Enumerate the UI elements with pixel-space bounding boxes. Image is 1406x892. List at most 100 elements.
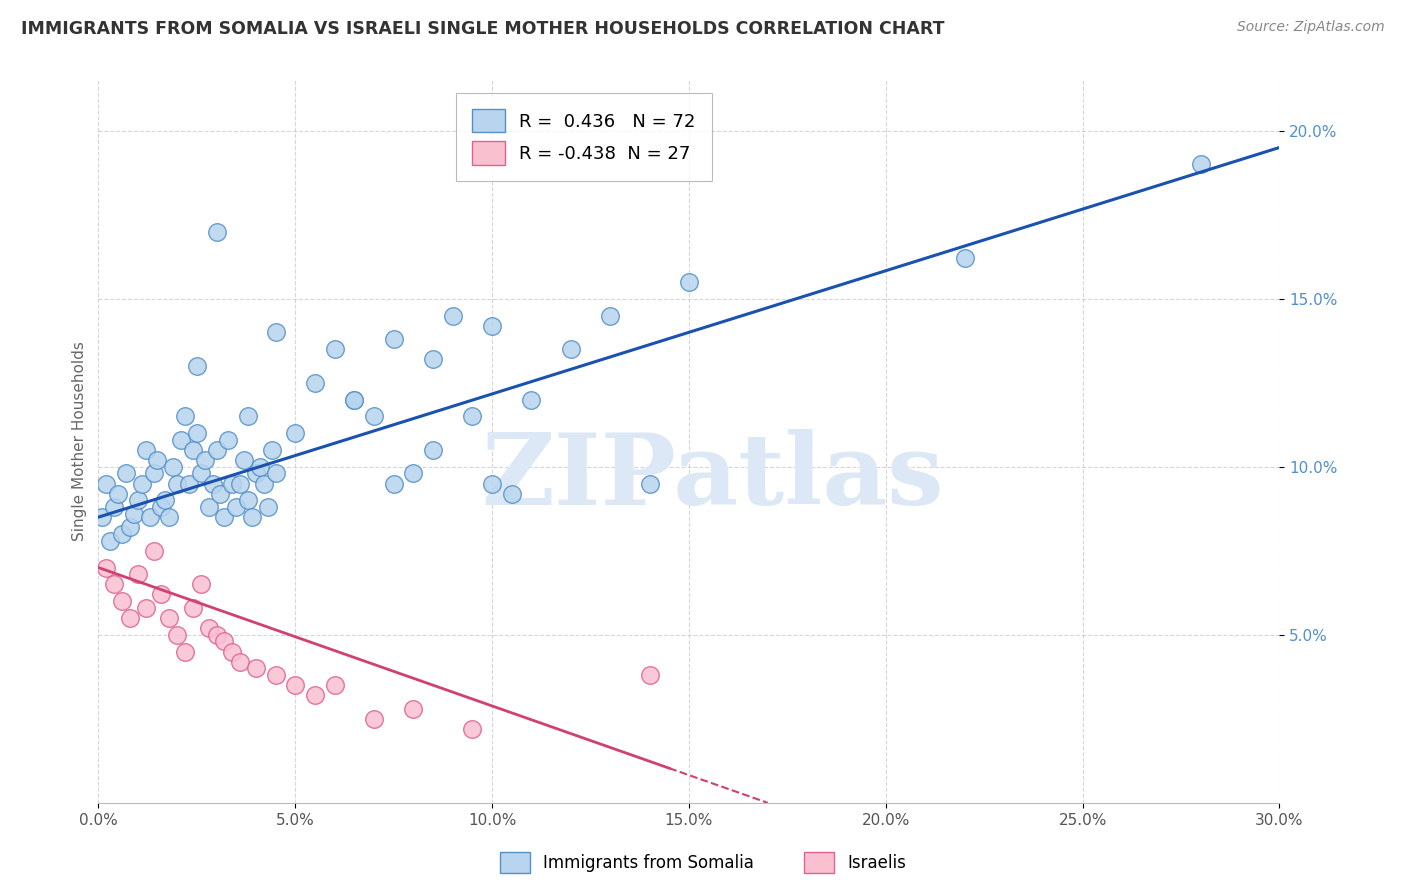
Point — [441, 309, 464, 323]
Point — [481, 318, 503, 333]
Point — [111, 594, 134, 608]
Point — [461, 722, 484, 736]
Point — [103, 500, 125, 514]
Point — [233, 453, 256, 467]
Point — [638, 476, 661, 491]
Point — [174, 644, 197, 658]
Point — [323, 678, 346, 692]
Point — [501, 486, 523, 500]
Point — [135, 442, 157, 457]
Point — [225, 500, 247, 514]
Point — [229, 655, 252, 669]
Point — [1189, 157, 1212, 171]
Point — [186, 359, 208, 373]
Point — [186, 426, 208, 441]
Point — [520, 392, 543, 407]
Point — [127, 493, 149, 508]
Point — [162, 459, 184, 474]
Point — [142, 543, 165, 558]
Point — [118, 520, 141, 534]
Point — [382, 332, 405, 346]
Point — [146, 453, 169, 467]
Point — [122, 507, 145, 521]
Point — [402, 702, 425, 716]
Point — [953, 252, 976, 266]
Point — [205, 628, 228, 642]
Point — [96, 560, 118, 574]
Point — [599, 309, 621, 323]
Point — [363, 409, 385, 424]
Point — [363, 712, 385, 726]
Point — [197, 621, 219, 635]
Legend: R =  0.436   N = 72, R = -0.438  N = 27: R = 0.436 N = 72, R = -0.438 N = 27 — [456, 93, 711, 181]
Point — [323, 342, 346, 356]
Point — [209, 486, 232, 500]
Point — [221, 476, 243, 491]
Point — [402, 467, 425, 481]
Y-axis label: Single Mother Households: Single Mother Households — [72, 342, 87, 541]
Point — [638, 668, 661, 682]
Point — [118, 611, 141, 625]
Point — [205, 225, 228, 239]
Point — [138, 510, 160, 524]
Point — [181, 600, 204, 615]
Point — [150, 587, 173, 601]
Point — [157, 510, 180, 524]
Point — [221, 644, 243, 658]
Point — [115, 467, 138, 481]
Point — [245, 661, 267, 675]
Point — [131, 476, 153, 491]
Point — [190, 467, 212, 481]
Text: Source: ZipAtlas.com: Source: ZipAtlas.com — [1237, 20, 1385, 34]
Point — [253, 476, 276, 491]
Point — [166, 628, 188, 642]
Point — [194, 453, 217, 467]
Point — [217, 433, 239, 447]
Point — [214, 634, 236, 648]
Point — [264, 668, 287, 682]
Text: ZIPatlas: ZIPatlas — [481, 429, 943, 526]
Point — [284, 426, 307, 441]
Point — [174, 409, 197, 424]
Point — [481, 476, 503, 491]
Point — [240, 510, 263, 524]
Legend: Immigrants from Somalia, Israelis: Immigrants from Somalia, Israelis — [494, 846, 912, 880]
Point — [98, 533, 121, 548]
Point — [249, 459, 271, 474]
Point — [229, 476, 252, 491]
Point — [142, 467, 165, 481]
Point — [236, 493, 259, 508]
Point — [111, 527, 134, 541]
Point — [461, 409, 484, 424]
Point — [236, 409, 259, 424]
Point — [205, 442, 228, 457]
Point — [177, 476, 200, 491]
Point — [190, 577, 212, 591]
Point — [127, 567, 149, 582]
Point — [245, 467, 267, 481]
Point — [170, 433, 193, 447]
Point — [197, 500, 219, 514]
Point — [135, 600, 157, 615]
Text: IMMIGRANTS FROM SOMALIA VS ISRAELI SINGLE MOTHER HOUSEHOLDS CORRELATION CHART: IMMIGRANTS FROM SOMALIA VS ISRAELI SINGL… — [21, 20, 945, 37]
Point — [150, 500, 173, 514]
Point — [201, 476, 224, 491]
Point — [260, 442, 283, 457]
Point — [181, 442, 204, 457]
Point — [422, 352, 444, 367]
Point — [155, 493, 177, 508]
Point — [103, 577, 125, 591]
Point — [214, 510, 236, 524]
Point — [166, 476, 188, 491]
Point — [96, 476, 118, 491]
Point — [284, 678, 307, 692]
Point — [107, 486, 129, 500]
Point — [91, 510, 114, 524]
Point — [382, 476, 405, 491]
Point — [560, 342, 582, 356]
Point — [678, 275, 700, 289]
Point — [256, 500, 278, 514]
Point — [343, 392, 366, 407]
Point — [304, 376, 326, 390]
Point — [264, 467, 287, 481]
